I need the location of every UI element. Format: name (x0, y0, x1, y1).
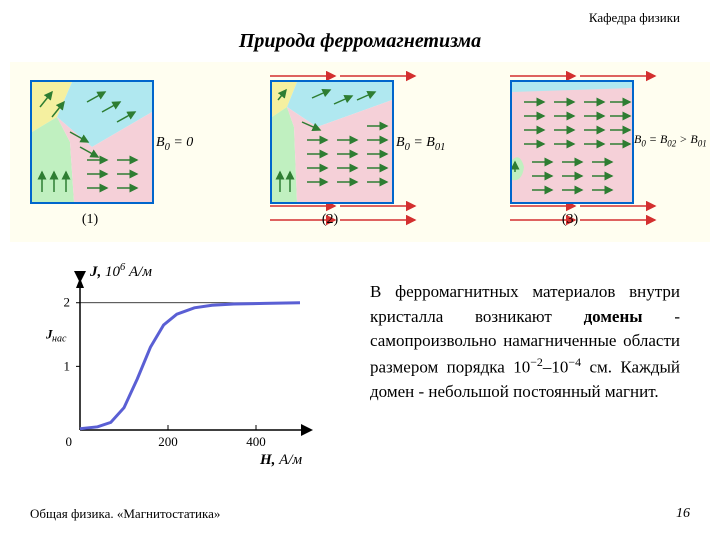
saturation-chart: 120200400Jнас J, 106 А/мН, А/м (30, 260, 320, 480)
figure-1-b: В0 = 0 (156, 135, 193, 153)
svg-text:200: 200 (158, 434, 178, 449)
domain-box-2 (270, 80, 394, 204)
page-number: 16 (676, 506, 690, 522)
figure-3: (3) В0 = В02 > В01 (510, 70, 680, 230)
svg-text:400: 400 (246, 434, 266, 449)
body-text: В ферромагнитных материалов внутри крист… (370, 280, 680, 405)
figure-3-b: В0 = В02 > В01 (634, 132, 707, 148)
figure-1-num: (1) (30, 212, 150, 228)
footer-course: Общая физика. «Магнитостатика» (30, 506, 220, 522)
figure-2: (2) В0 = В01 (270, 70, 440, 230)
figure-2-b: В0 = В01 (396, 135, 445, 153)
dept-label: Кафедра физики (589, 10, 680, 26)
svg-text:нас: нас (52, 334, 67, 345)
page-title: Природа ферромагнетизма (0, 30, 720, 53)
svg-text:1: 1 (64, 358, 71, 373)
svg-text:0: 0 (66, 434, 73, 449)
svg-text:2: 2 (64, 295, 71, 310)
figure-2-num: (2) (270, 212, 390, 228)
domain-box-1 (30, 80, 154, 204)
figure-1: (1) В0 = 0 (30, 70, 200, 230)
figure-3-num: (3) (510, 212, 630, 228)
domain-box-3 (510, 80, 634, 204)
